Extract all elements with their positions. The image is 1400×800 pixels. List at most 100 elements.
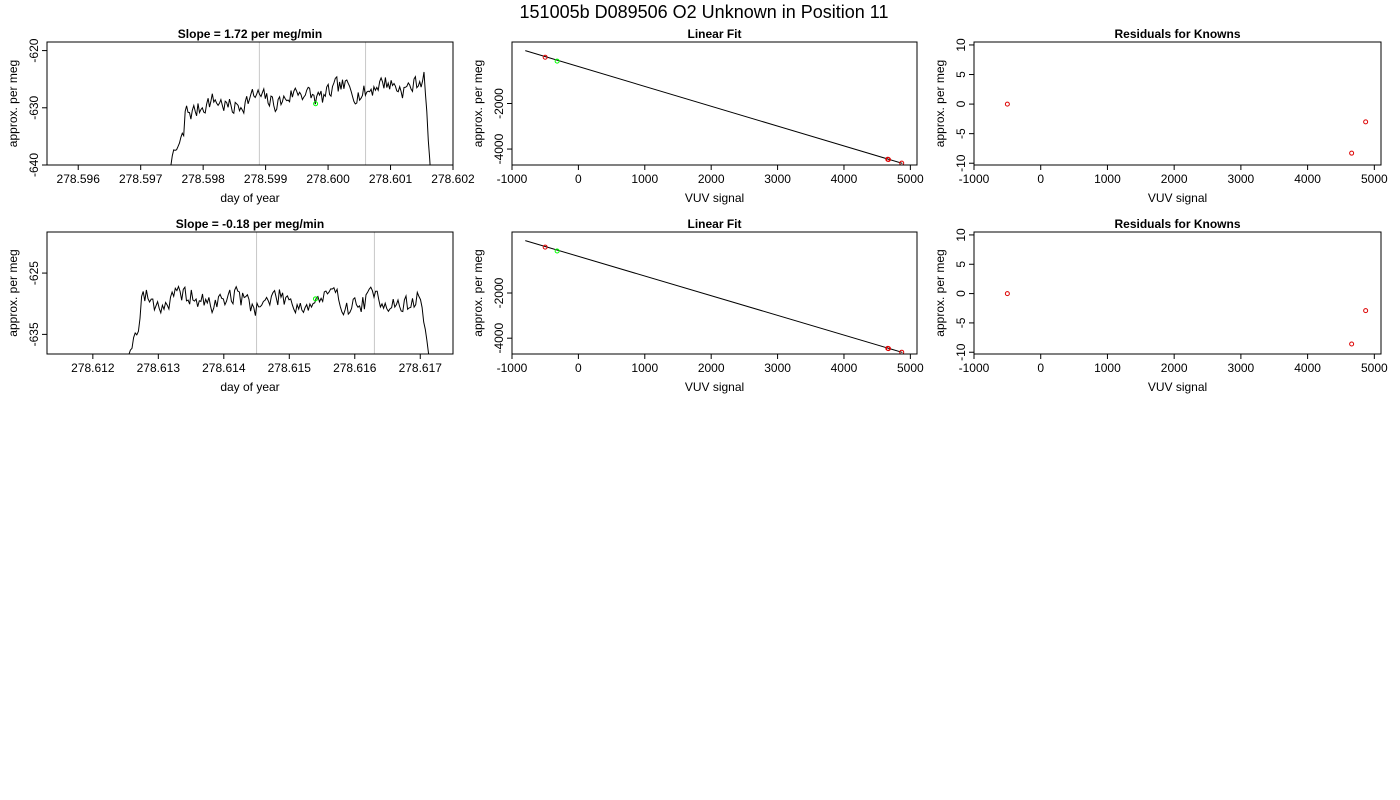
x-tick-label: 278.596	[57, 172, 101, 186]
data-point	[542, 54, 548, 60]
data-point	[313, 101, 319, 107]
x-tick-label: 278.598	[181, 172, 225, 186]
x-tick-label: 4000	[1294, 172, 1321, 186]
x-axis-label: VUV signal	[1148, 380, 1207, 394]
x-tick-label: 3000	[764, 172, 791, 186]
x-axis-label: VUV signal	[685, 380, 744, 394]
x-tick-label: 1000	[631, 172, 658, 186]
plot-area	[525, 240, 905, 354]
panel-ts1: Slope = 1.72 per meg/min 278.596 278.597 27…	[6, 27, 475, 205]
x-tick-label: 278.613	[137, 361, 181, 375]
panels: Slope = 1.72 per meg/min 278.596 278.597 27…	[6, 27, 1388, 394]
y-tick-label: -620	[27, 38, 41, 62]
plot-title: Slope = 1.72 per meg/min	[178, 27, 322, 41]
fit-line	[525, 240, 903, 353]
x-axis-label: VUV signal	[1148, 191, 1207, 205]
x-tick-label: 2000	[1161, 172, 1188, 186]
y-tick-label: -635	[27, 322, 41, 346]
x-tick-label: 4000	[831, 361, 858, 375]
y-tick-label: -10	[954, 154, 968, 172]
x-tick-label: 4000	[831, 172, 858, 186]
plot-area	[1004, 101, 1369, 156]
x-tick-label: 278.617	[399, 361, 443, 375]
fit-line	[525, 50, 903, 164]
y-axis-label: approx. per meg	[933, 249, 947, 336]
data-point	[1363, 119, 1369, 125]
y-tick-label: 5	[954, 261, 968, 268]
x-tick-label: -1000	[497, 361, 528, 375]
y-tick-label: -2000	[492, 88, 506, 119]
x-tick-label: 278.612	[71, 361, 115, 375]
data-point	[885, 346, 891, 352]
panel-fit1: Linear Fit -1000 0 1000 2000 3000 4000 5000 VUV …	[471, 27, 924, 205]
plot-area	[128, 232, 430, 354]
panel-res1: Residuals for Knowns -1000 0 1000 2000 3000 40…	[933, 27, 1388, 205]
x-tick-label: 278.597	[119, 172, 163, 186]
y-tick-label: 5	[954, 71, 968, 78]
x-tick-label: 2000	[698, 361, 725, 375]
y-tick-label: -10	[954, 343, 968, 361]
x-axis-label: VUV signal	[685, 191, 744, 205]
y-tick-label: 0	[954, 290, 968, 297]
plot-title: Residuals for Knowns	[1114, 217, 1240, 231]
data-point	[899, 160, 905, 165]
plot-title: Linear Fit	[687, 217, 741, 231]
x-tick-label: 278.600	[306, 172, 350, 186]
x-axis-label: day of year	[220, 380, 279, 394]
y-tick-label: 0	[954, 100, 968, 107]
plot-area	[1004, 291, 1369, 347]
panel-fit2: Linear Fit -1000 0 1000 2000 3000 4000 5000 VUV …	[471, 217, 924, 394]
data-point	[554, 248, 560, 254]
x-tick-label: 1000	[1094, 361, 1121, 375]
data-point	[554, 58, 560, 64]
x-tick-label: 278.599	[244, 172, 288, 186]
y-tick-label: -625	[27, 261, 41, 285]
plot-frame	[46, 231, 454, 355]
plot-frame	[46, 41, 454, 166]
data-point	[1363, 308, 1369, 314]
x-tick-label: 278.601	[369, 172, 413, 186]
x-tick-label: 278.615	[268, 361, 312, 375]
x-axis-label: day of year	[220, 191, 279, 205]
y-axis-label: approx. per meg	[6, 60, 20, 147]
y-tick-label: -5	[954, 317, 968, 328]
x-tick-label: 0	[575, 361, 582, 375]
x-tick-label: 2000	[698, 172, 725, 186]
y-tick-label: 10	[954, 38, 968, 52]
data-point	[1349, 341, 1355, 347]
y-tick-label: -4000	[492, 323, 506, 354]
series-trace-line	[128, 285, 430, 354]
data-point	[312, 296, 318, 302]
x-tick-label: -1000	[959, 361, 990, 375]
y-axis-label: approx. per meg	[471, 249, 485, 336]
x-tick-label: 278.602	[431, 172, 475, 186]
data-point	[1004, 101, 1010, 107]
panel-res2: Residuals for Knowns -1000 0 1000 2000 3000 40…	[933, 217, 1388, 394]
y-tick-label: -630	[27, 95, 41, 119]
x-tick-label: 5000	[897, 172, 924, 186]
x-tick-label: -1000	[959, 172, 990, 186]
data-point	[1349, 150, 1355, 156]
data-point	[885, 157, 891, 163]
x-tick-label: -1000	[497, 172, 528, 186]
y-axis-label: approx. per meg	[933, 60, 947, 147]
figure-title: 151005b D089506 O2 Unknown in Position 1…	[520, 2, 889, 22]
y-axis-label: approx. per meg	[471, 60, 485, 147]
data-point	[899, 349, 905, 354]
plot-title: Slope = -0.18 per meg/min	[176, 217, 324, 231]
panel-ts2: Slope = -0.18 per meg/min 278.612 278.613 2…	[6, 217, 454, 394]
y-tick-label: -640	[27, 153, 41, 177]
data-point	[1004, 291, 1010, 297]
x-tick-label: 5000	[897, 361, 924, 375]
y-tick-label: -2000	[492, 277, 506, 308]
x-tick-label: 2000	[1161, 361, 1188, 375]
y-tick-label: 10	[954, 228, 968, 242]
x-tick-label: 3000	[764, 361, 791, 375]
x-tick-label: 3000	[1228, 172, 1255, 186]
plot-area	[170, 42, 431, 165]
plot-frame	[973, 231, 1382, 355]
x-tick-label: 0	[575, 172, 582, 186]
y-axis-label: approx. per meg	[6, 249, 20, 336]
